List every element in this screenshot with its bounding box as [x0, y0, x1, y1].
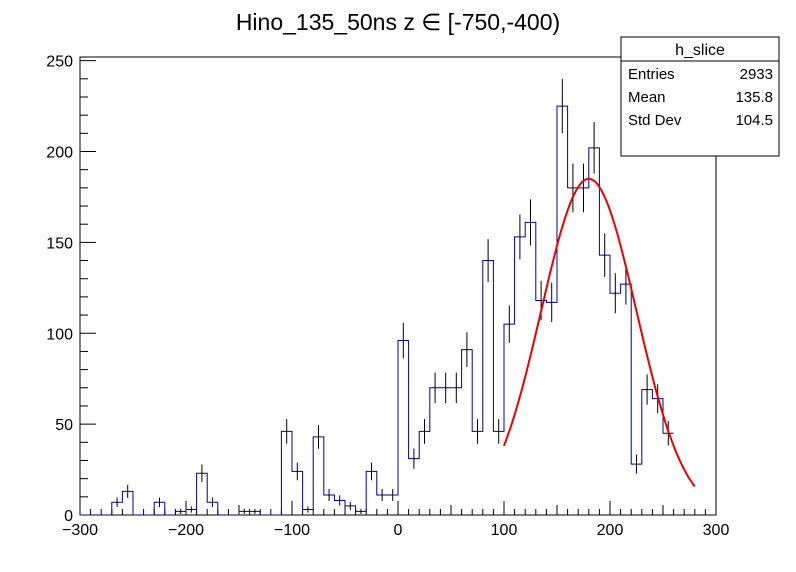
x-tick-label: −300 [62, 522, 98, 539]
y-tick-label: 0 [64, 508, 73, 525]
stats-mean-value: 135.8 [735, 89, 773, 106]
y-tick-label: 100 [46, 326, 73, 343]
stats-box: h_slice Entries 2933 Mean 135.8 Std Dev … [620, 36, 780, 157]
x-tick-label: 200 [597, 522, 624, 539]
y-tick-label: 250 [46, 54, 73, 71]
fit-curve [503, 177, 696, 488]
y-tick-label: 200 [46, 145, 73, 162]
stats-box-frame [620, 36, 780, 157]
stats-stddev-value: 104.5 [735, 112, 773, 129]
histogram-step-line [80, 105, 674, 516]
x-tick-label: −100 [274, 522, 310, 539]
stats-mean-label: Mean [628, 89, 666, 106]
y-tick-label: 50 [55, 417, 73, 434]
y-tick-label: 150 [46, 235, 73, 252]
x-tick-label: −200 [168, 522, 204, 539]
histogram-bins [80, 78, 674, 516]
x-tick-label: 300 [703, 522, 730, 539]
chart-title: Hino_135_50ns z ∈ [-750,-400) [236, 9, 560, 35]
axes: −300 −200 −100 0 100 200 300 0 50 100 150 200 250 [46, 54, 729, 539]
x-tick-label: 0 [394, 522, 403, 539]
x-tick-label: 100 [491, 522, 518, 539]
stats-stddev-label: Std Dev [628, 112, 682, 129]
stats-entries-label: Entries [628, 66, 675, 83]
stats-entries-value: 2933 [740, 66, 773, 83]
gaussian-fit [503, 177, 696, 488]
stats-box-title: h_slice [675, 42, 725, 59]
